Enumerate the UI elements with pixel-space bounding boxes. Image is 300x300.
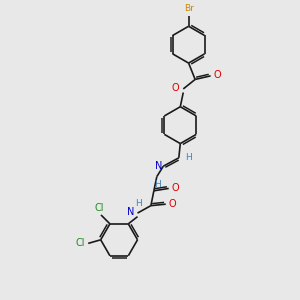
Text: Br: Br (184, 4, 194, 13)
Text: N: N (127, 208, 135, 218)
Text: O: O (172, 83, 179, 93)
Text: H: H (185, 153, 192, 162)
Text: Cl: Cl (76, 238, 85, 248)
Text: H: H (135, 199, 142, 208)
Text: Cl: Cl (95, 202, 104, 213)
Text: O: O (169, 199, 176, 209)
Text: O: O (172, 183, 179, 194)
Text: N: N (154, 160, 162, 171)
Text: H: H (154, 180, 161, 189)
Text: O: O (214, 70, 221, 80)
